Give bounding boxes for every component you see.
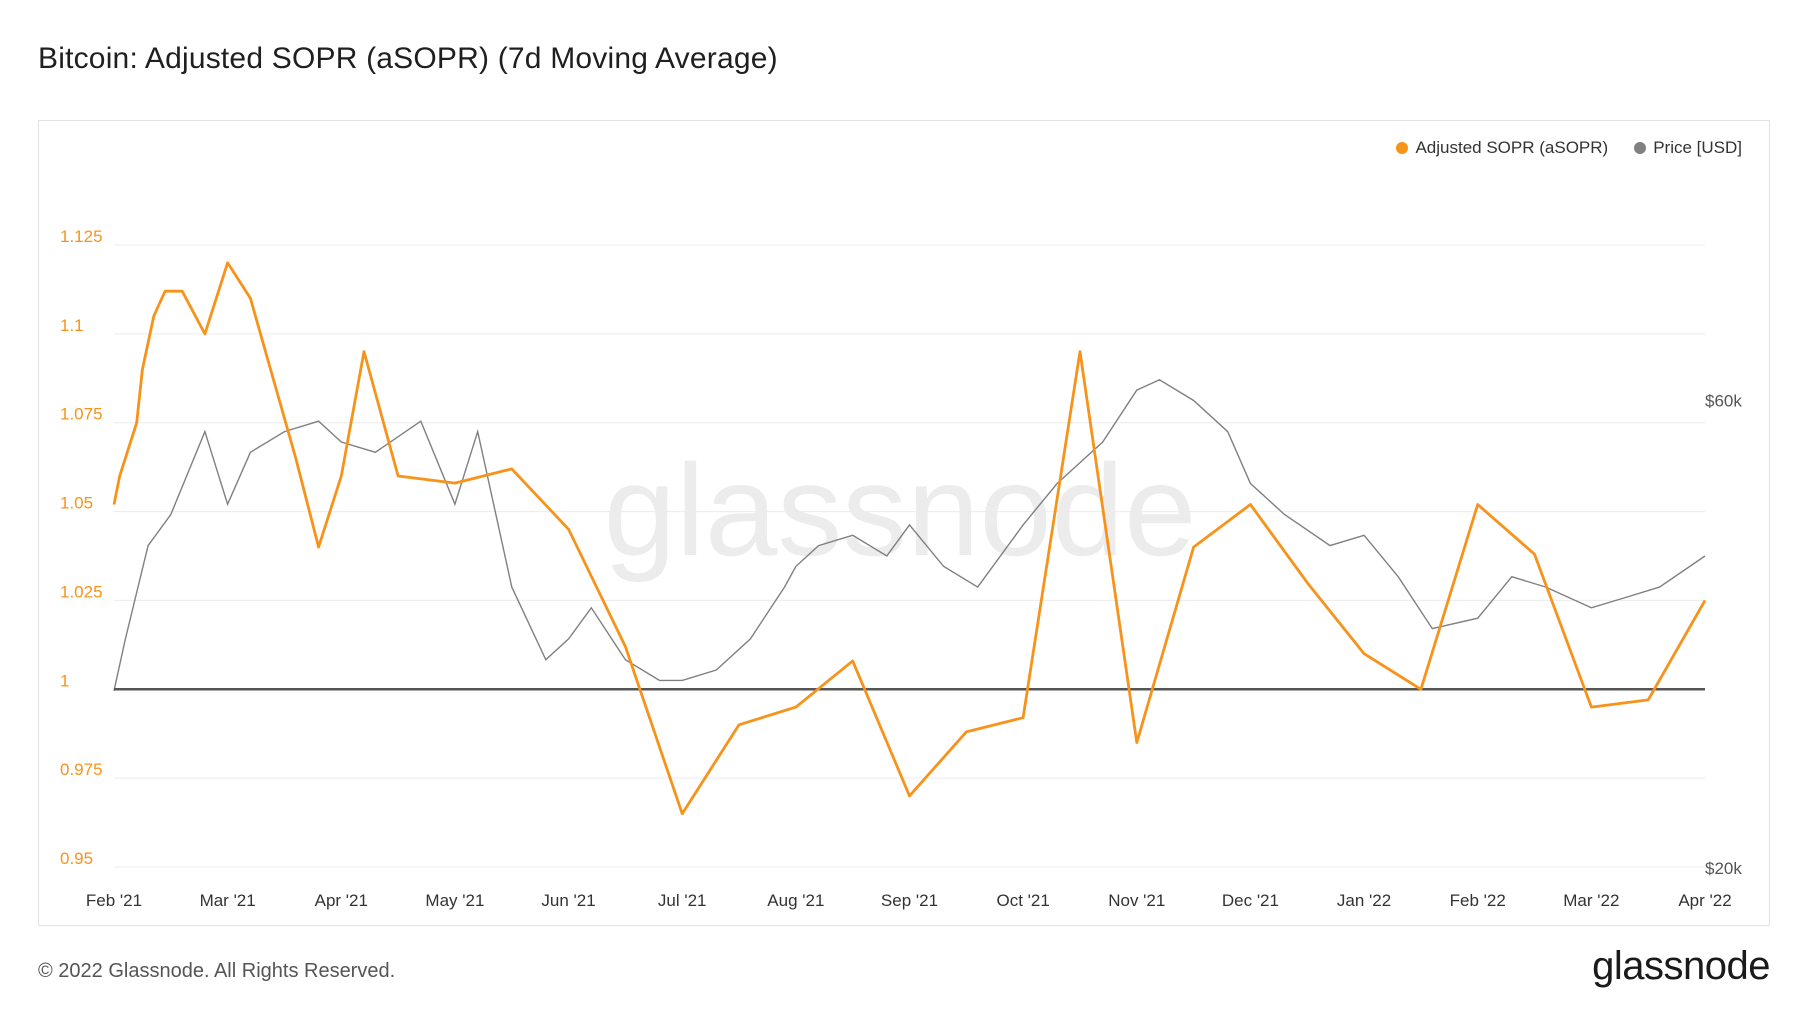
y-left-tick-1: 0.975 [60,760,103,779]
x-tick-0: Feb '21 [86,891,142,910]
x-tick-9: Nov '21 [1108,891,1165,910]
legend: Adjusted SOPR (aSOPR) Price [USD] [1396,138,1742,158]
x-tick-4: Jun '21 [541,891,595,910]
price-line [113,379,1706,691]
legend-dot-price [1634,142,1647,154]
x-tick-10: Dec '21 [1222,891,1279,910]
glassnode-logo: glassnode [1592,944,1770,988]
y-left-tick-7: 1.125 [60,227,103,246]
chart-frame [38,120,1770,926]
x-tick-11: Jan '22 [1337,891,1391,910]
y-right-tick-20k: $20k [1705,859,1742,878]
x-tick-1: Mar '21 [200,891,256,910]
x-tick-14: Apr '22 [1678,891,1731,910]
x-tick-3: May '21 [425,891,484,910]
legend-label-asopr: Adjusted SOPR (aSOPR) [1415,138,1609,157]
y-left-tick-4: 1.05 [60,494,93,513]
y-left-tick-3: 1.025 [60,582,103,601]
x-tick-12: Feb '22 [1450,891,1506,910]
y-right-tick-60k: $60k [1705,392,1742,411]
legend-label-price: Price [USD] [1653,138,1742,157]
x-tick-5: Jul '21 [658,891,707,910]
chart-title: Bitcoin: Adjusted SOPR (aSOPR) (7d Movin… [38,42,778,75]
y-left-tick-0: 0.95 [60,849,93,868]
asopr-line [112,261,1707,816]
y-left-tick-2: 1 [60,671,69,690]
y-left-tick-5: 1.075 [60,405,103,424]
x-tick-7: Sep '21 [881,891,938,910]
legend-item-asopr[interactable]: Adjusted SOPR (aSOPR) [1396,138,1608,158]
legend-dot-asopr [1396,142,1409,154]
watermark: glassnode [604,437,1197,583]
y-left-tick-6: 1.1 [60,316,84,335]
x-tick-6: Aug '21 [767,891,824,910]
x-tick-2: Apr '21 [315,891,368,910]
legend-item-price[interactable]: Price [USD] [1634,138,1742,158]
x-tick-13: Mar '22 [1563,891,1619,910]
x-tick-8: Oct '21 [996,891,1049,910]
copyright: © 2022 Glassnode. All Rights Reserved. [38,960,396,982]
